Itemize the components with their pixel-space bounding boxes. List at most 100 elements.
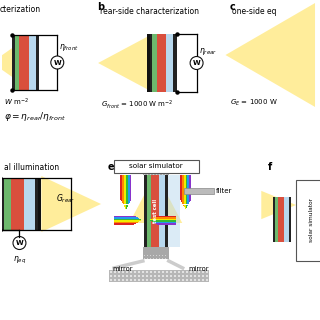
Bar <box>109 270 209 282</box>
Bar <box>126 175 128 199</box>
Bar <box>147 167 148 169</box>
Bar <box>120 175 122 199</box>
Bar <box>184 175 186 199</box>
Bar <box>114 271 116 273</box>
Text: c: c <box>229 2 235 12</box>
Bar <box>165 167 166 169</box>
Bar <box>276 197 278 242</box>
Bar <box>278 197 284 242</box>
Bar <box>174 279 176 281</box>
Bar <box>36 35 39 90</box>
Text: test cell: test cell <box>153 199 158 223</box>
Bar <box>124 201 126 202</box>
Bar <box>114 223 133 225</box>
Bar <box>126 271 128 273</box>
Bar <box>184 204 186 205</box>
Bar <box>128 175 130 199</box>
Text: cterization: cterization <box>0 5 41 14</box>
Bar <box>118 279 120 281</box>
Bar <box>153 220 154 221</box>
Bar <box>153 221 155 222</box>
Bar <box>35 178 39 230</box>
Bar <box>202 275 204 277</box>
Polygon shape <box>41 176 101 232</box>
Bar <box>166 271 168 273</box>
Bar <box>184 203 186 204</box>
Bar <box>126 206 128 207</box>
Bar <box>143 254 169 259</box>
Bar <box>155 217 156 219</box>
Polygon shape <box>129 173 182 223</box>
Bar <box>182 201 184 202</box>
Bar <box>29 35 36 90</box>
Bar <box>159 175 165 247</box>
Bar <box>168 175 180 247</box>
Bar <box>134 220 135 221</box>
Bar <box>125 207 126 208</box>
Bar <box>273 197 276 242</box>
Bar <box>156 223 158 224</box>
Bar <box>135 220 137 221</box>
Bar <box>154 219 156 220</box>
Bar <box>126 204 128 205</box>
Bar <box>122 202 124 203</box>
Bar <box>140 219 141 220</box>
Bar <box>289 197 291 242</box>
Bar <box>158 271 160 273</box>
Bar <box>122 271 124 273</box>
Bar <box>194 271 196 273</box>
Bar <box>137 220 138 221</box>
Bar <box>130 175 132 199</box>
Circle shape <box>190 57 203 69</box>
Bar <box>133 217 135 219</box>
Bar <box>165 173 166 175</box>
Bar <box>188 175 189 199</box>
Bar <box>186 207 187 208</box>
Bar <box>153 254 154 256</box>
Bar <box>146 275 148 277</box>
Bar <box>205 279 208 281</box>
Bar <box>133 223 134 225</box>
Bar <box>121 200 122 201</box>
Bar <box>153 219 154 220</box>
Bar <box>149 34 152 92</box>
Bar <box>152 220 154 221</box>
Bar <box>142 275 144 277</box>
Bar <box>12 35 15 90</box>
Bar <box>133 216 135 217</box>
Bar <box>186 279 188 281</box>
Bar <box>156 217 158 219</box>
Bar <box>134 221 136 223</box>
Bar <box>156 219 157 220</box>
Bar <box>134 219 135 220</box>
Bar <box>38 178 41 230</box>
Bar <box>135 217 137 219</box>
Bar <box>166 275 168 277</box>
Bar <box>178 275 180 277</box>
Bar <box>137 219 138 220</box>
Bar <box>153 218 155 219</box>
Bar <box>159 258 160 259</box>
Bar <box>153 218 154 219</box>
Bar <box>154 221 156 223</box>
Bar <box>147 254 148 256</box>
Bar <box>156 216 157 217</box>
Bar <box>154 221 155 223</box>
Bar <box>188 200 189 201</box>
Bar <box>162 171 163 172</box>
Bar <box>157 215 158 217</box>
Bar <box>134 221 135 223</box>
Bar <box>150 220 151 221</box>
Bar <box>151 219 153 220</box>
Bar <box>181 201 182 202</box>
Bar <box>151 220 153 221</box>
Bar <box>134 217 136 219</box>
Bar <box>186 206 188 207</box>
Bar <box>146 271 148 273</box>
Bar <box>189 175 191 199</box>
Bar <box>156 220 157 221</box>
Bar <box>157 217 158 219</box>
Bar <box>153 167 154 169</box>
Bar <box>19 35 29 90</box>
Bar <box>184 201 186 202</box>
